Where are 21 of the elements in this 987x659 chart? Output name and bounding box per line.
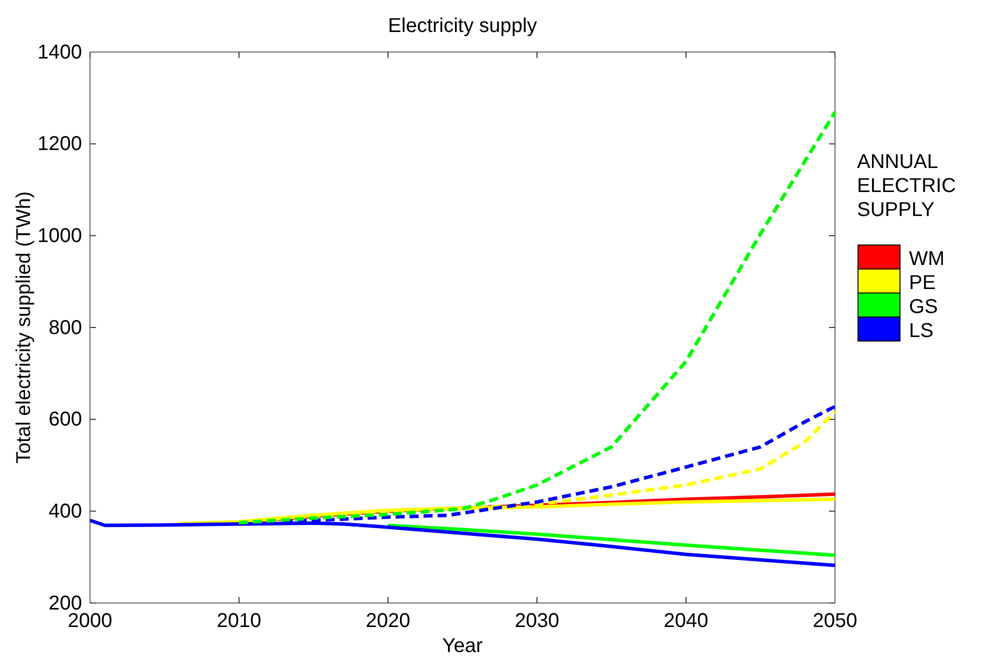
y-tick-label: 1000 (38, 225, 82, 248)
legend-label: LS (909, 320, 934, 342)
x-axis-title: Year (442, 635, 484, 657)
line-series (237, 110, 837, 524)
x-tick-label: 2040 (664, 610, 708, 632)
y-tick-label: 800 (48, 316, 82, 339)
legend-title: ANNUAL ELECTRIC SUPPLY (857, 151, 956, 221)
y-axis-title: Total electricity supplied (TWh) (13, 191, 35, 464)
y-tick-label: 600 (48, 408, 82, 431)
x-tick-label: 2020 (366, 610, 410, 632)
x-tick-label: 2010 (216, 610, 262, 632)
line-series (386, 524, 837, 557)
y-tick-label: 400 (48, 500, 82, 523)
chart-title: Electricity supply (388, 15, 537, 37)
y-tick-label: 1400 (38, 41, 82, 64)
legend-label: PE (909, 272, 936, 294)
x-tick-label: 2050 (812, 610, 858, 632)
legend-label: GS (909, 296, 938, 318)
y-tick-label: 1200 (38, 133, 82, 156)
legend-label: WM (909, 248, 945, 270)
x-tick-label: 2030 (514, 610, 560, 632)
